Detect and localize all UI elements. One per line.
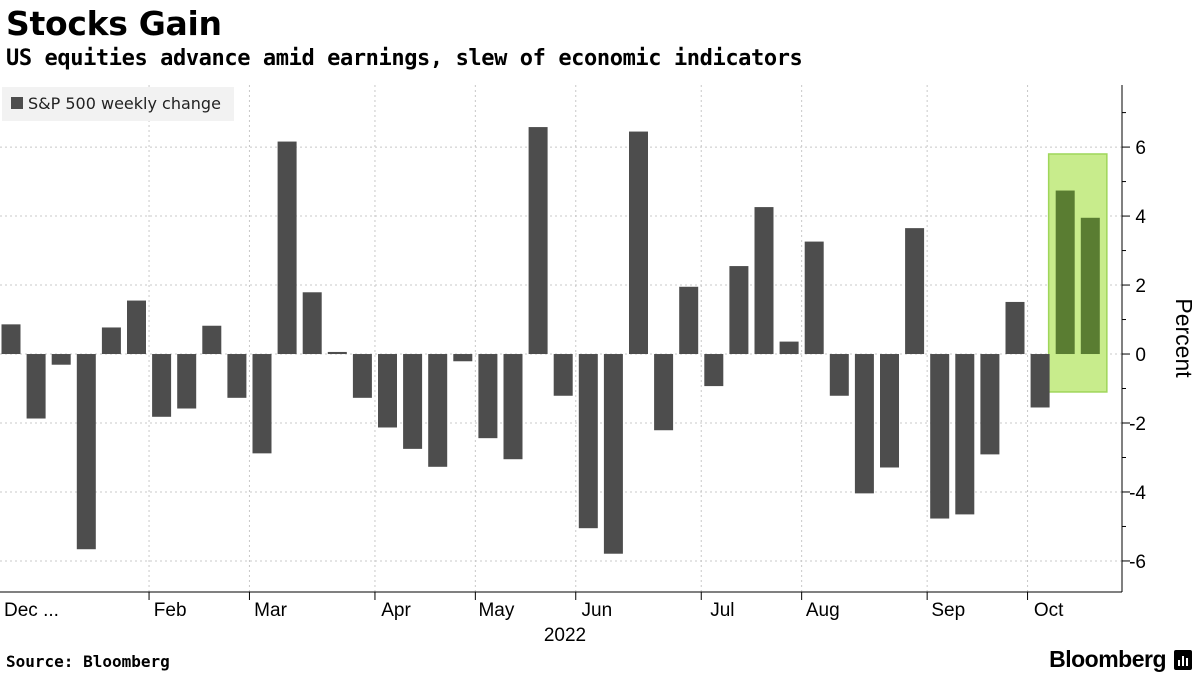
x-tick-label: Jul — [710, 600, 734, 621]
bar — [553, 354, 573, 396]
bar — [1080, 217, 1100, 355]
bar — [1, 324, 21, 355]
bar — [453, 354, 473, 362]
bar — [1030, 354, 1050, 408]
source-note: Source: Bloomberg — [6, 652, 170, 671]
bar — [352, 354, 372, 398]
y-tick-label: 0 — [1135, 345, 1146, 366]
y-tick-label: 4 — [1135, 207, 1146, 228]
bar — [478, 354, 498, 439]
chart-subtitle: US equities advance amid earnings, slew … — [6, 46, 803, 71]
x-tick-label: Feb — [154, 600, 187, 621]
bar — [578, 354, 598, 529]
y-axis-label: Percent — [1171, 298, 1197, 378]
bar — [779, 341, 799, 355]
brand-logo: Bloomberg — [1049, 646, 1166, 672]
bar — [327, 351, 347, 355]
bar — [905, 228, 925, 355]
bar — [101, 327, 121, 355]
bar — [202, 325, 222, 355]
bar — [302, 292, 322, 355]
bar — [403, 354, 423, 449]
bar — [754, 207, 774, 355]
x-tick-label: Dec ... — [4, 600, 59, 621]
y-tick-label: -4 — [1129, 483, 1146, 504]
bar — [679, 286, 699, 355]
legend-label: S&P 500 weekly change — [28, 94, 221, 113]
bar — [51, 354, 71, 365]
bar — [528, 127, 548, 355]
bar — [629, 131, 648, 355]
x-tick-label: Aug — [806, 600, 840, 621]
bar — [955, 354, 975, 515]
bar — [654, 354, 674, 431]
bar — [428, 354, 448, 467]
x-tick-label: May — [478, 600, 514, 621]
bar — [76, 354, 96, 550]
bar — [980, 354, 1000, 455]
bar — [252, 354, 272, 454]
bar — [503, 354, 523, 460]
bar — [127, 300, 146, 355]
bar — [152, 354, 172, 417]
x-tick-label: Sep — [931, 600, 965, 621]
bar — [1055, 190, 1075, 355]
bar — [26, 354, 46, 419]
bar — [829, 354, 849, 396]
bar — [277, 141, 297, 355]
chart-title: Stocks Gain — [6, 4, 222, 43]
bar — [930, 354, 950, 519]
y-tick-label: 6 — [1135, 138, 1146, 159]
bar — [227, 354, 247, 398]
y-tick-label: 2 — [1135, 276, 1146, 297]
bar — [1005, 301, 1025, 355]
bar — [603, 354, 623, 554]
legend-box — [2, 87, 234, 121]
bar — [880, 354, 899, 468]
bar — [704, 354, 724, 387]
y-tick-label: -2 — [1129, 414, 1146, 435]
bar — [729, 266, 749, 355]
y-tick-label: -6 — [1129, 552, 1146, 573]
x-tick-label: Jun — [582, 600, 613, 621]
bloomberg-terminal-icon — [1174, 650, 1192, 670]
bar — [854, 354, 874, 494]
x-year-label: 2022 — [544, 625, 586, 646]
legend-swatch — [11, 97, 23, 109]
x-tick-label: Mar — [254, 600, 287, 621]
bar — [804, 241, 824, 355]
bar — [378, 354, 397, 428]
x-tick-label: Apr — [381, 600, 411, 621]
x-tick-label: Oct — [1034, 600, 1064, 621]
bar — [177, 354, 197, 409]
